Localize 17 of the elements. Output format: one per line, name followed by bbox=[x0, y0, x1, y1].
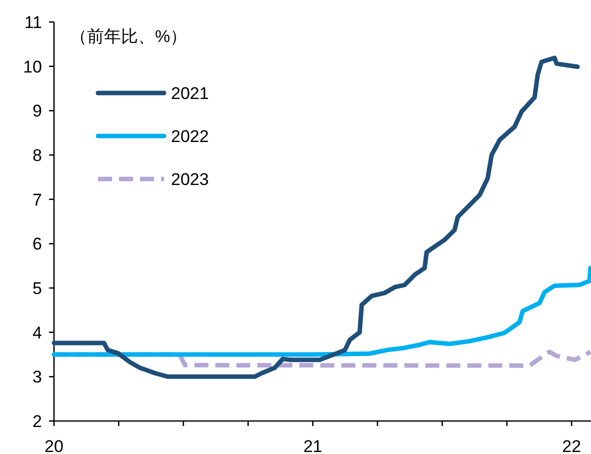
y-tick-label: 8 bbox=[32, 146, 42, 165]
y-tick-label: 3 bbox=[32, 368, 42, 387]
y-tick-label: 10 bbox=[23, 57, 42, 76]
y-tick-label: 9 bbox=[32, 102, 42, 121]
annotation: （前年比、%） bbox=[70, 27, 188, 46]
y-tick-label: 6 bbox=[32, 234, 42, 254]
y-tick-label: 2 bbox=[32, 412, 42, 431]
y-tick-label: 4 bbox=[32, 323, 42, 342]
x-tick-label: 21 bbox=[303, 437, 322, 454]
y-tick-label: 11 bbox=[24, 13, 42, 32]
x-tick-label: 20 bbox=[44, 437, 64, 454]
legend-label: 2021 bbox=[171, 84, 209, 103]
legend-label: 2023 bbox=[171, 170, 209, 189]
y-tick-label: 7 bbox=[32, 190, 42, 210]
y-tick-label: 5 bbox=[32, 279, 42, 298]
x-tick-label: 22 bbox=[562, 437, 582, 454]
legend-label: 2022 bbox=[171, 127, 209, 146]
